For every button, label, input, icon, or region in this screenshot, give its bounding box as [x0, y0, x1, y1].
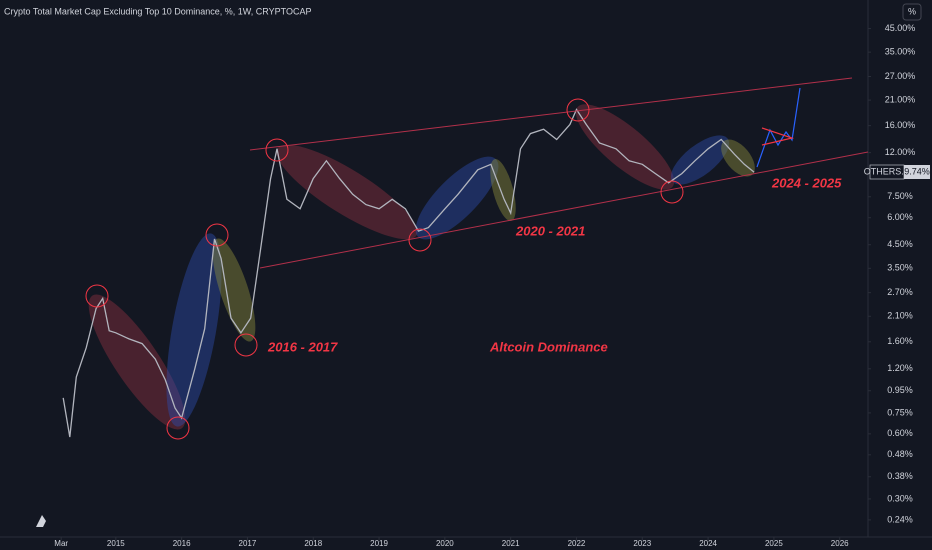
- y-tick-label: 27.00%: [885, 71, 916, 81]
- x-tick-label: 2018: [304, 539, 322, 548]
- y-tick-label: 1.60%: [887, 336, 913, 346]
- annotation: Altcoin Dominance: [489, 339, 608, 354]
- ellipse: [670, 135, 730, 185]
- circle: [566, 98, 590, 122]
- y-tick-label: 16.00%: [885, 120, 916, 130]
- ellipses: [88, 104, 755, 430]
- circle: [660, 180, 684, 204]
- scale-button[interactable]: [902, 3, 922, 21]
- y-tick-label: 0.38%: [887, 471, 913, 481]
- y-tick-label: 0.95%: [887, 385, 913, 395]
- x-tick-label: 2019: [370, 539, 388, 548]
- ellipse: [276, 144, 418, 240]
- symbol-label: OTHERS.D: [864, 166, 911, 176]
- x-tick-label: 2020: [436, 539, 454, 548]
- ellipse: [490, 158, 516, 222]
- price-line: [62, 108, 755, 438]
- ellipse: [575, 104, 675, 190]
- y-tick-label: 0.48%: [887, 449, 913, 459]
- y-tick-label: 0.24%: [887, 514, 913, 524]
- ellipse: [88, 294, 186, 430]
- circle: [408, 228, 432, 252]
- y-tick-label: 3.50%: [887, 263, 913, 273]
- channel-lower: [259, 151, 869, 269]
- logo: [36, 515, 46, 527]
- y-tick-label: 2.70%: [887, 287, 913, 297]
- channel-upper: [249, 77, 853, 151]
- y-tick-label: 2.10%: [887, 311, 913, 321]
- x-tick-label: 2017: [239, 539, 257, 548]
- x-tick-label: 2023: [633, 539, 651, 548]
- y-tick-label: 0.60%: [887, 428, 913, 438]
- x-tick-label: 2026: [831, 539, 849, 548]
- x-tick-label: 2022: [568, 539, 586, 548]
- y-tick-label: 4.50%: [887, 239, 913, 249]
- annotation: 2016 - 2017: [267, 339, 338, 354]
- circle: [265, 138, 289, 162]
- circle: [166, 416, 190, 440]
- annotation: 2024 - 2025: [771, 175, 842, 190]
- y-tick-label: 45.00%: [885, 23, 916, 33]
- chart-title: Crypto Total Market Cap Excluding Top 10…: [4, 6, 311, 16]
- circle: [234, 333, 258, 357]
- y-tick-label: 1.20%: [887, 363, 913, 373]
- x-tick-label: 2025: [765, 539, 783, 548]
- x-tick-label: Mar: [54, 539, 68, 548]
- y-tick-label: 0.30%: [887, 493, 913, 503]
- circle: [85, 284, 109, 308]
- circle: [205, 223, 229, 247]
- y-tick-label: 0.75%: [887, 407, 913, 417]
- y-tick-label: 21.00%: [885, 94, 916, 104]
- y-tick-label: 6.00%: [887, 212, 913, 222]
- x-tick-label: 2015: [107, 539, 125, 548]
- x-tick-label: 2021: [502, 539, 520, 548]
- y-tick-label: 12.00%: [885, 147, 916, 157]
- annotation: 2020 - 2021: [515, 223, 585, 238]
- projection: [756, 87, 801, 168]
- y-tick-label: 7.50%: [887, 191, 913, 201]
- ellipse: [166, 233, 222, 427]
- pennant: [761, 127, 795, 146]
- x-tick-label: 2024: [699, 539, 717, 548]
- price-tag: [904, 165, 930, 179]
- last-price-label: 9.74%: [904, 166, 930, 176]
- ellipse: [212, 238, 256, 342]
- scale-button-label[interactable]: %: [908, 6, 916, 16]
- y-tick-label: 35.00%: [885, 47, 916, 57]
- x-tick-label: 2016: [173, 539, 191, 548]
- drawings: [85, 77, 869, 440]
